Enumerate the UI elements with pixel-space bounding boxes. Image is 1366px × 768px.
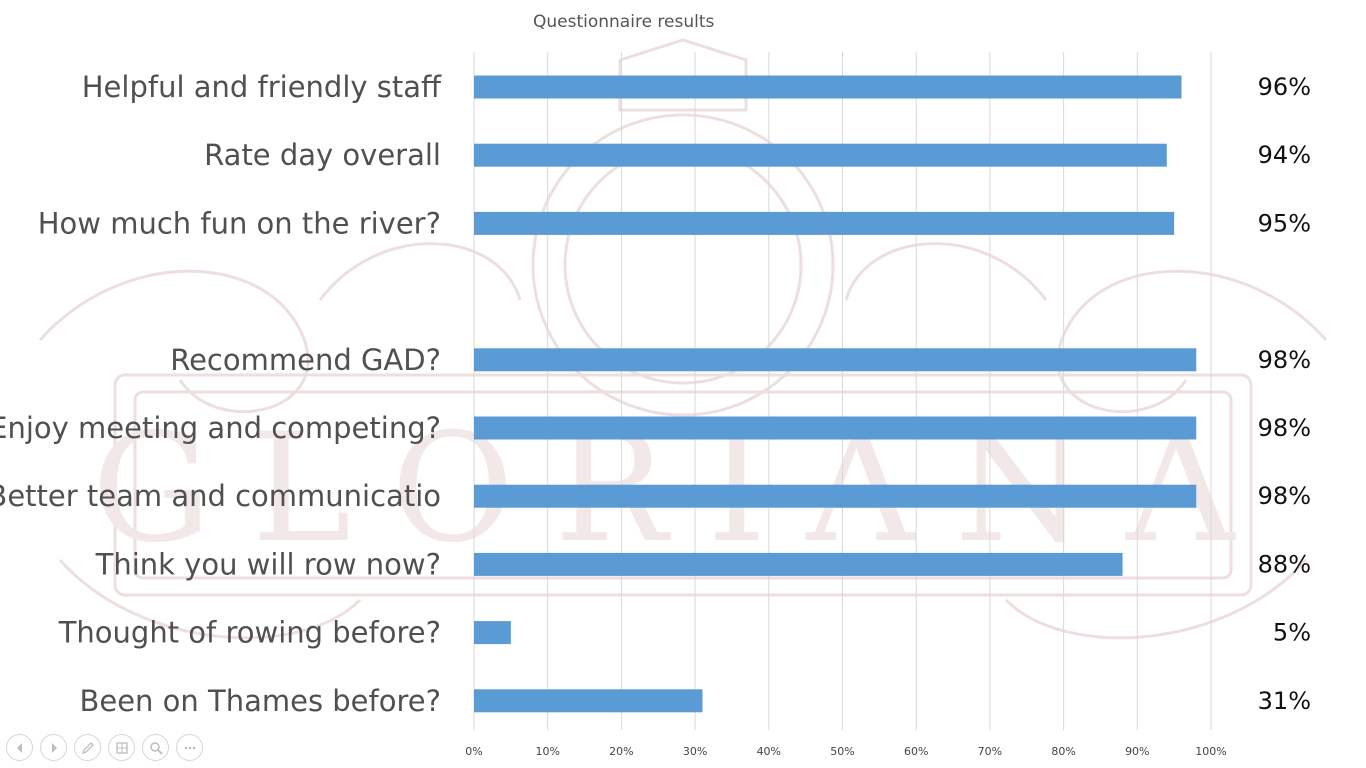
next-slide-button[interactable] — [40, 734, 67, 761]
category-label: Been on Thames before? — [79, 684, 441, 718]
magnifier-icon — [149, 741, 163, 755]
arrow-left-icon — [16, 742, 22, 753]
data-label: 95% — [1258, 209, 1311, 237]
category-label: Thought of rowing before? — [58, 616, 441, 650]
category-label: Recommend GAD? — [170, 343, 441, 377]
data-label: 98% — [1258, 414, 1311, 442]
x-tick-label: 30% — [683, 745, 707, 758]
arrow-right-icon — [51, 742, 57, 753]
data-label: 94% — [1258, 141, 1311, 169]
bar — [474, 552, 1123, 576]
slideshow-controls — [6, 734, 203, 764]
data-label: 31% — [1258, 687, 1311, 715]
slides-grid-icon — [115, 741, 128, 754]
category-labels: Helpful and friendly staff Rate day overa… — [0, 70, 442, 718]
data-label: 96% — [1258, 73, 1311, 101]
x-tick-label: 0% — [465, 745, 482, 758]
x-tick-label: 90% — [1125, 745, 1149, 758]
pen-tool-button[interactable] — [74, 734, 101, 761]
bar — [474, 689, 703, 713]
x-tick-label: 60% — [904, 745, 928, 758]
bar — [474, 348, 1197, 372]
x-tick-label: 70% — [978, 745, 1002, 758]
category-label: Enjoy meeting and competing? — [0, 411, 441, 445]
x-axis-tick-labels: 0% 10% 20% 30% 40% 50% 60% 70% 80% 90% 100% — [465, 745, 1226, 758]
category-label: Think you will row now? — [95, 547, 441, 581]
data-label: 98% — [1258, 482, 1311, 510]
x-tick-label: 50% — [830, 745, 854, 758]
bar — [474, 75, 1182, 99]
pen-icon — [81, 741, 94, 754]
more-options-button[interactable] — [176, 734, 203, 761]
x-tick-label: 20% — [609, 745, 633, 758]
x-tick-label: 10% — [535, 745, 559, 758]
bar — [474, 484, 1197, 508]
chart-title: Questionnaire results — [533, 12, 715, 32]
category-label: Better team and communicatio — [0, 479, 441, 513]
category-label: How much fun on the river? — [38, 206, 441, 240]
zoom-button[interactable] — [142, 734, 169, 761]
see-all-slides-button[interactable] — [108, 734, 135, 761]
category-label: Helpful and friendly staff — [82, 70, 442, 104]
data-label: 98% — [1258, 346, 1311, 374]
data-label: 5% — [1273, 619, 1311, 647]
x-tick-label: 80% — [1051, 745, 1075, 758]
value-labels: 96% 94% 95% 98% 98% 98% 88% 5% 31% — [1258, 73, 1311, 715]
bars — [474, 75, 1197, 713]
bar — [474, 211, 1175, 235]
data-label: 88% — [1258, 550, 1311, 578]
bar — [474, 143, 1167, 167]
category-label: Rate day overall — [204, 138, 441, 172]
previous-slide-button[interactable] — [6, 734, 33, 761]
bar — [474, 621, 511, 645]
x-tick-label: 100% — [1195, 745, 1226, 758]
ellipsis-icon — [184, 746, 195, 749]
bar — [474, 416, 1197, 440]
x-tick-label: 40% — [757, 745, 781, 758]
